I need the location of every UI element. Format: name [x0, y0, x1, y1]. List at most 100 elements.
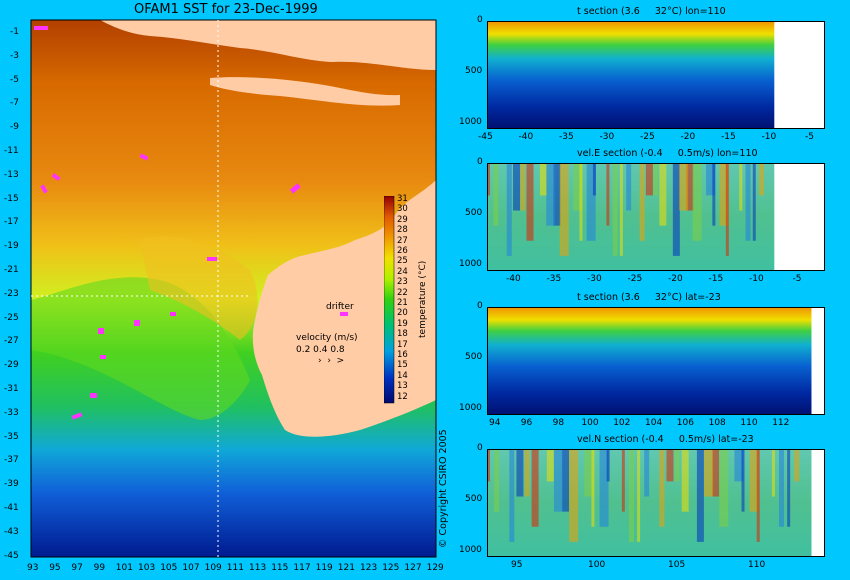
- colorbar-tick-label: 27: [397, 235, 408, 246]
- map-y-tick-label: -9: [10, 122, 19, 133]
- section-x-tick-label: -30: [599, 132, 615, 142]
- velocity-stripe: [741, 449, 745, 512]
- colorbar-tick-label: 15: [397, 360, 408, 371]
- velocity-stripe: [712, 163, 716, 226]
- colorbar-tick-label: 20: [397, 308, 408, 319]
- velocity-stripe: [739, 163, 743, 211]
- velocity-stripe: [745, 163, 751, 241]
- section-plot: [487, 449, 825, 557]
- sst-leeuwin-current: [140, 236, 258, 340]
- velocity-stripe: [562, 449, 570, 512]
- velocity-arrows: › › >: [318, 356, 345, 366]
- section-x-tick-label: 108: [708, 418, 726, 428]
- map-y-tick-label: -43: [4, 526, 19, 537]
- map-y-tick-label: -7: [10, 98, 19, 109]
- colorbar: [384, 196, 395, 404]
- velocity-stripe: [586, 163, 596, 241]
- section-x-tick-label: 105: [668, 560, 686, 570]
- map-y-tick-label: -5: [10, 74, 19, 85]
- section-y-tick-label: 500: [465, 493, 483, 504]
- section-x-tick-label: 112: [772, 418, 790, 428]
- section-x-tick-label: -15: [708, 274, 724, 284]
- velocity-scale: 0.2 0.4 0.8: [296, 345, 345, 355]
- velocity-stripe: [626, 163, 632, 211]
- velocity-stripe: [639, 163, 645, 241]
- map-x-tick-label: 127: [404, 563, 422, 573]
- velocity-stripe: [494, 449, 500, 512]
- velocity-stripe: [516, 449, 524, 497]
- colorbar-tick-label: 31: [397, 194, 408, 204]
- velocity-stripe: [672, 163, 680, 256]
- map-y-tick-label: -17: [4, 217, 19, 228]
- colorbar-tick-label: 22: [397, 287, 408, 298]
- velocity-stripe: [779, 449, 785, 527]
- velocity-stripe: [591, 449, 595, 527]
- velocity-stripe: [546, 449, 554, 482]
- velocity-stripe: [599, 449, 609, 527]
- velocity-stripe: [637, 449, 641, 542]
- colorbar-tick-label: 29: [397, 214, 408, 225]
- velocity-label: velocity (m/s): [296, 333, 358, 343]
- velocity-stripe: [674, 449, 680, 482]
- velocity-stripe: [531, 449, 539, 527]
- section-x-tick-label: -45: [478, 132, 493, 142]
- colorbar-tick-label: 16: [397, 350, 408, 360]
- section-x-tick-label: 95: [511, 560, 523, 570]
- map-x-tick-label: 125: [382, 563, 400, 573]
- map-y-tick-label: -33: [4, 407, 19, 418]
- colorbar-tick-label: 21: [397, 298, 408, 308]
- section-x-tick-label: -5: [792, 274, 802, 284]
- map-y-tick-label: -19: [4, 241, 19, 252]
- colorbar-tick-label: 30: [397, 204, 408, 215]
- velocity-stripe: [759, 163, 765, 196]
- section-x-tick-label: -20: [680, 132, 696, 142]
- velocity-stripe: [513, 163, 521, 211]
- colorbar-tick-label: 13: [397, 381, 408, 392]
- map-x-tick-label: 119: [315, 563, 333, 573]
- velocity-stripe: [524, 449, 530, 497]
- map-y-tick-label: -45: [4, 550, 19, 561]
- velocity-stripe: [686, 163, 694, 211]
- velocity-stripe: [526, 163, 534, 241]
- drifter-label: drifter: [326, 302, 354, 312]
- section-y-tick-label: 1000: [459, 544, 482, 555]
- sst-eddy-field: [31, 277, 250, 420]
- map-x-tick-label: 97: [71, 563, 83, 573]
- section-x-tick-label: 110: [740, 418, 758, 428]
- map-y-tick-label: -13: [4, 169, 19, 180]
- section-x-tick-label: -30: [587, 274, 602, 284]
- section-title: vel.E section (-0.4 0.5m/s) lon=110: [577, 148, 758, 159]
- colorbar-tick-label: 23: [397, 277, 408, 288]
- section-x-tick-label: -20: [668, 274, 683, 284]
- section-x-tick-label: -35: [546, 274, 562, 284]
- section-y-tick-label: 500: [465, 351, 483, 362]
- map-y-tick-label: -25: [4, 312, 19, 323]
- colorbar-tick-label: 17: [397, 339, 408, 350]
- map-y-tick-label: -23: [4, 288, 19, 299]
- map-x-tick-label: 95: [49, 563, 61, 573]
- section-x-tick-label: 98: [552, 418, 565, 428]
- section-title: t section (3.6 32°C) lat=-23: [577, 292, 721, 303]
- velocity-stripe: [653, 163, 659, 196]
- velocity-stripe: [539, 163, 547, 196]
- velocity-stripe: [681, 449, 689, 512]
- map-y-tick-label: -39: [4, 479, 19, 490]
- copyright: © Copyright CSIRO 2005: [438, 429, 449, 548]
- section-x-tick-label: 96: [520, 418, 533, 428]
- map-y-tick-label: -29: [4, 360, 19, 371]
- velocity-stripe: [659, 163, 667, 226]
- map-x-tick-label: 103: [138, 563, 156, 573]
- section-x-tick-label: 100: [581, 418, 599, 428]
- land-nusa-tenggara: [210, 77, 400, 106]
- section-y-tick-label: 1000: [459, 402, 482, 413]
- velocity-stripe: [573, 163, 583, 211]
- map-y-tick-label: -11: [4, 146, 19, 156]
- sst-map: [30, 19, 437, 558]
- velocity-stripe: [553, 163, 561, 226]
- velocity-stripe: [771, 449, 775, 497]
- velocity-stripe: [559, 163, 569, 256]
- land-indonesia: [100, 20, 436, 70]
- section-field: [487, 307, 812, 415]
- map-y-tick-label: -31: [4, 384, 19, 394]
- map-x-tick-label: 115: [271, 563, 289, 573]
